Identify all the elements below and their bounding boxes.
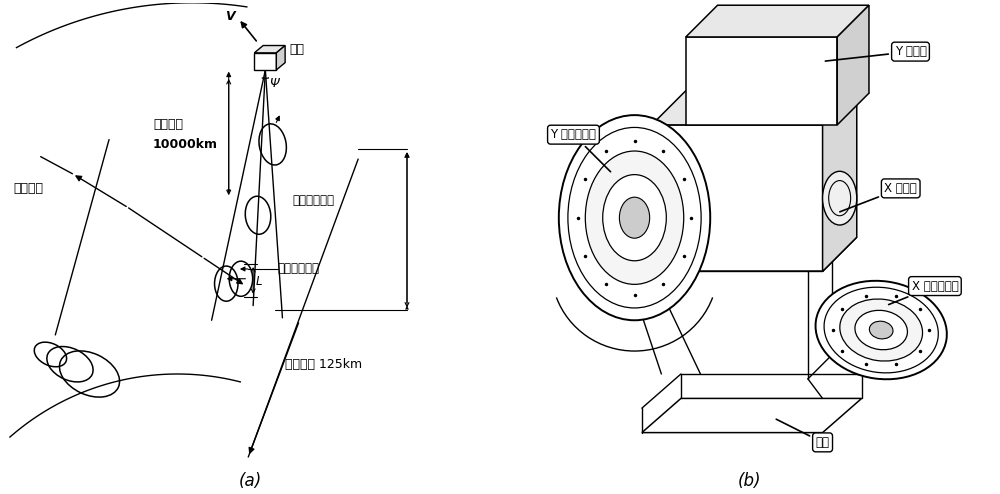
Text: (a): (a) [239,472,262,491]
Text: 10000km: 10000km [153,138,218,151]
Text: (b): (b) [738,472,761,491]
Text: 底座: 底座 [776,419,830,449]
Ellipse shape [823,171,857,225]
Ellipse shape [619,197,650,238]
Ellipse shape [585,151,684,285]
Text: 地面轨迹: 地面轨迹 [14,182,44,195]
Text: X 轴支架: X 轴支架 [840,182,917,212]
Ellipse shape [559,115,710,320]
Text: L: L [256,275,262,288]
Polygon shape [686,37,837,125]
Polygon shape [652,237,857,271]
Text: Y 轴支架: Y 轴支架 [825,45,926,61]
Text: X 轴驱动组件: X 轴驱动组件 [889,280,958,305]
Ellipse shape [816,281,947,379]
Polygon shape [652,125,823,271]
Ellipse shape [603,174,666,261]
Ellipse shape [855,310,907,350]
Polygon shape [254,45,285,53]
Polygon shape [276,45,285,70]
Text: V: V [225,10,235,23]
Polygon shape [823,91,857,271]
Text: Ψ: Ψ [269,77,279,90]
Text: 有效扫描扇区: 有效扫描扇区 [292,194,334,207]
Text: Y 轴驱动组件: Y 轴驱动组件 [551,128,611,172]
Polygon shape [837,5,869,125]
Text: 唶星: 唶星 [289,42,304,56]
Ellipse shape [840,299,923,361]
Ellipse shape [869,321,893,339]
Polygon shape [254,53,276,70]
Polygon shape [642,399,862,433]
Text: 轨道高度: 轨道高度 [153,119,183,131]
Text: 测绘带宽 125km: 测绘带宽 125km [285,358,362,370]
Polygon shape [686,5,869,37]
Polygon shape [652,91,857,125]
Text: 天线波束中心: 天线波束中心 [278,262,320,276]
